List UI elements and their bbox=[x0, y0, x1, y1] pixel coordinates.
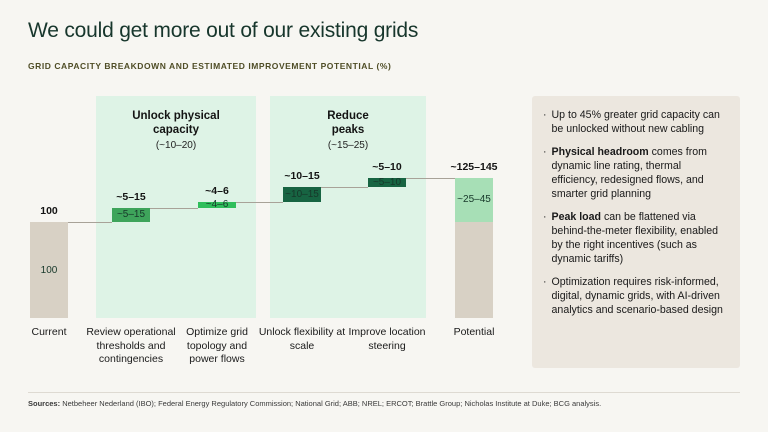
axis-category-label: Unlock flexibility at scale bbox=[258, 326, 346, 352]
axis-category-label: Current bbox=[31, 326, 67, 338]
group-panel-1: Reduce peaks (~15–25) bbox=[270, 96, 426, 318]
axis-category-label: Potential bbox=[453, 326, 495, 338]
insight-text: Optimization requires risk-informed, dig… bbox=[551, 275, 723, 316]
group-title: Reduce peaks bbox=[327, 110, 369, 137]
group-title: Unlock physical capacity bbox=[132, 110, 220, 137]
segment-value-label: ~4–6 bbox=[205, 199, 229, 211]
connector-line bbox=[236, 201, 283, 203]
axis-category-label: Review operational thresholds and contin… bbox=[86, 326, 176, 366]
insight-item: · Peak load can be flattened via behind-t… bbox=[543, 211, 727, 267]
insight-item: · Physical headroom comes from dynamic li… bbox=[543, 146, 727, 202]
sources-footer: Sources: Netbeheer Nederland (IBO); Fede… bbox=[28, 392, 740, 408]
waterfall-bar-segment: ~5–15 bbox=[112, 207, 150, 222]
bar-value-label: 100 bbox=[40, 205, 58, 217]
segment-value-label: ~5–10 bbox=[372, 177, 402, 189]
waterfall-bar-segment: ~4–6 bbox=[198, 199, 236, 211]
segment-value-label: ~25–45 bbox=[457, 194, 491, 206]
group-range-label: (~10–20) bbox=[155, 139, 197, 151]
axis-category-label: Optimize grid topology and power flows bbox=[186, 326, 248, 366]
bullet-dot: · bbox=[543, 275, 547, 288]
bullet-dot: · bbox=[543, 145, 547, 158]
waterfall-bar-segment: ~25–45 bbox=[455, 177, 493, 222]
connector-line bbox=[406, 177, 455, 179]
segment-value-label: 100 bbox=[40, 264, 58, 276]
connector-line bbox=[150, 207, 198, 209]
waterfall-plot: Unlock physical capacity (~10–20) Reduce p… bbox=[28, 96, 514, 318]
segment-value-label: ~10–15 bbox=[285, 189, 319, 201]
waterfall-bar-segment bbox=[455, 222, 493, 318]
insight-item: · Up to 45% greater grid capacity can be … bbox=[543, 109, 727, 137]
insight-text: Physical headroom comes from dynamic lin… bbox=[551, 145, 707, 200]
insight-text: Peak load can be flattened via behind-th… bbox=[551, 210, 718, 265]
bar-value-label: ~125–145 bbox=[450, 160, 498, 173]
insights-list: · Up to 45% greater grid capacity can be … bbox=[543, 109, 727, 318]
bar-value-label: ~10–15 bbox=[284, 170, 320, 183]
bar-value-label: ~5–15 bbox=[116, 190, 146, 203]
waterfall-bar-segment: 100 bbox=[30, 222, 68, 318]
connector-line bbox=[321, 187, 368, 189]
sources-label: Sources: bbox=[28, 399, 61, 408]
sources-text: Netbeheer Nederland (IBO); Federal Energ… bbox=[60, 399, 602, 408]
bar-value-label: ~5–10 bbox=[372, 160, 402, 173]
chart-kicker: GRID CAPACITY BREAKDOWN AND ESTIMATED IM… bbox=[28, 61, 392, 71]
segment-value-label: ~5–15 bbox=[116, 209, 146, 221]
bullet-dot: · bbox=[543, 109, 547, 121]
insights-panel: · Up to 45% greater grid capacity can be … bbox=[532, 96, 740, 368]
page-title: We could get more out of our existing gr… bbox=[28, 19, 419, 42]
waterfall-bar-segment: ~10–15 bbox=[283, 187, 321, 202]
bullet-dot: · bbox=[543, 210, 547, 223]
group-range-label: (~15–25) bbox=[327, 139, 369, 151]
connector-line bbox=[68, 222, 112, 223]
insight-item: · Optimization requires risk-informed, di… bbox=[543, 276, 727, 318]
waterfall-chart: Unlock physical capacity (~10–20) Reduce p… bbox=[28, 96, 514, 396]
insight-text: Up to 45% greater grid capacity can be u… bbox=[551, 109, 720, 135]
bar-value-label: ~4–6 bbox=[205, 184, 229, 197]
axis-category-label: Improve location steering bbox=[348, 326, 426, 352]
x-axis-labels: Current Review operational thresholds and… bbox=[28, 326, 514, 396]
waterfall-bar-segment: ~5–10 bbox=[368, 177, 406, 189]
